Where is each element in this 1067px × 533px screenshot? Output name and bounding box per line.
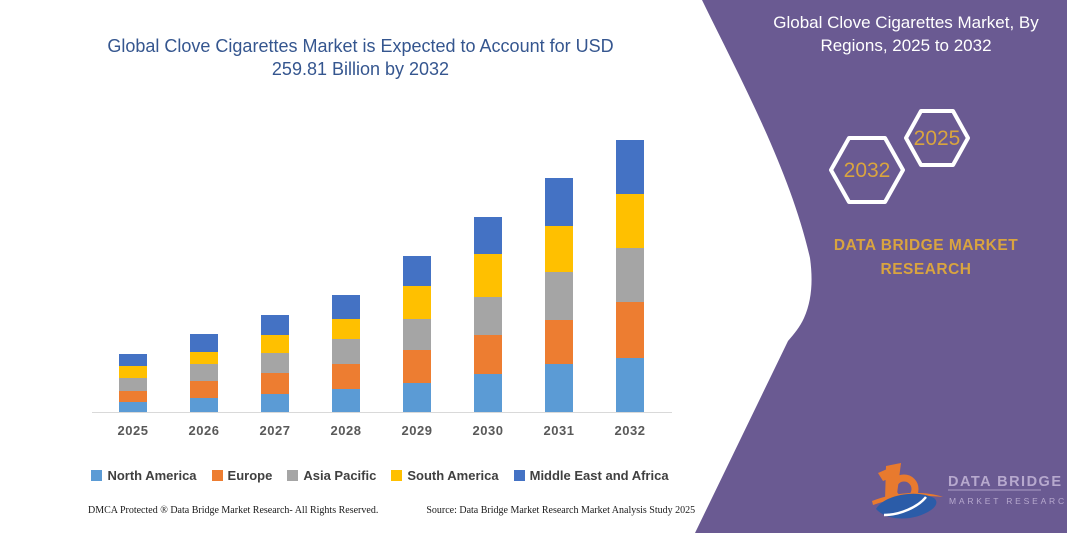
bar-segment (474, 297, 502, 336)
bar-segment (545, 272, 573, 321)
bar-stack-2030 (474, 217, 502, 412)
legend-label: Asia Pacific (303, 468, 377, 483)
legend-label: North America (107, 468, 197, 483)
source-note: Source: Data Bridge Market Research Mark… (426, 505, 696, 516)
bar-segment (403, 382, 431, 412)
bar-segment (403, 349, 431, 383)
logo-leaf-highlight (883, 496, 927, 517)
bar-segment (261, 314, 289, 335)
bar-segment (616, 193, 644, 248)
bar-segment (545, 320, 573, 364)
legend-label: Europe (227, 468, 273, 483)
bar-segment (616, 301, 644, 358)
bar-segment (332, 363, 360, 389)
x-axis-label: 2032 (614, 423, 646, 438)
logo-brand-bottom: MARKET RESEARCH (949, 496, 1067, 506)
hexagon-2025-label: 2025 (914, 127, 961, 150)
bar-stack-2027 (261, 314, 289, 412)
bar-segment (403, 319, 431, 350)
bar-segment (545, 226, 573, 273)
logo-blue-leaf (876, 493, 937, 519)
x-axis-label: 2027 (259, 423, 291, 438)
bar-segment (119, 365, 147, 378)
bar-segment (403, 255, 431, 287)
x-axis-label: 2025 (117, 423, 149, 438)
bar-segment (190, 364, 218, 381)
bar-segment (190, 351, 218, 365)
logo-b-flag (878, 463, 901, 481)
bar-segment (545, 178, 573, 227)
legend-label: South America (407, 468, 499, 483)
bar-segment (190, 397, 218, 412)
bar-segment (332, 338, 360, 364)
logo-divider (948, 489, 1041, 491)
bar-segment (616, 247, 644, 302)
bar-segment (616, 139, 644, 194)
legend-swatch (287, 470, 299, 481)
bar-segment (332, 294, 360, 319)
panel-title: Global Clove Cigarettes Market, By Regio… (773, 13, 1039, 55)
bar-segment (261, 393, 289, 412)
x-axis-label: 2028 (330, 423, 362, 438)
legend-swatch (91, 470, 103, 481)
bar-segment (332, 388, 360, 412)
dmca-notice: DMCA Protected ® Data Bridge Market Rese… (88, 505, 379, 516)
bar-segment (119, 353, 147, 366)
bar-stack-2031 (545, 178, 573, 412)
x-axis-line (92, 412, 672, 413)
legend-swatch (391, 470, 403, 481)
legend-item: Middle East and Africa (513, 468, 669, 483)
bar-segment (261, 352, 289, 373)
legend-item: North America (91, 468, 197, 483)
x-axis-label: 2031 (543, 423, 575, 438)
dbmr-logo: DATA BRIDGE MARKET RESEARCH (872, 463, 1067, 519)
bar-segment (616, 357, 644, 412)
bar-segment (119, 390, 147, 402)
x-axis-label: 2030 (472, 423, 504, 438)
bar-segment (119, 377, 147, 391)
bar-segment (261, 372, 289, 394)
x-axis-label: 2029 (401, 423, 433, 438)
purple-panel-shape (695, 0, 1067, 533)
bar-segment (332, 318, 360, 339)
legend-swatch (513, 470, 525, 481)
hexagon-2025: 2025 (904, 109, 970, 167)
bar-segment (190, 380, 218, 398)
bar-stack-2029 (403, 255, 431, 412)
chart-headline: Global Clove Cigarettes Market is Expect… (107, 36, 614, 80)
bar-segment (403, 286, 431, 319)
x-axis-label: 2026 (188, 423, 220, 438)
legend-item: Europe (211, 468, 273, 483)
hexagon-2032: 2032 (829, 136, 905, 204)
bar-segment (261, 334, 289, 353)
bar-segment (474, 254, 502, 298)
bar-stack-2028 (332, 294, 360, 412)
brand-name: DATA BRIDGE MARKET RESEARCH (833, 237, 1019, 279)
logo-brand-top: DATA BRIDGE (948, 474, 1063, 490)
legend-item: Asia Pacific (287, 468, 376, 483)
bar-segment (474, 217, 502, 254)
legend-label: Middle East and Africa (529, 468, 669, 483)
bar-segment (119, 401, 147, 412)
chart-legend: North America Europe Asia Pacific South Ame… (80, 468, 680, 483)
bar-segment (190, 333, 218, 352)
footer: DMCA Protected ® Data Bridge Market Rese… (88, 505, 695, 516)
hexagon-2032-label: 2032 (844, 159, 891, 182)
legend-item: South America (391, 468, 499, 483)
bar-stack-2025 (119, 353, 147, 412)
bar-stack-2026 (190, 333, 218, 412)
bar-segment (474, 335, 502, 374)
bar-segment (545, 364, 573, 412)
legend-swatch (211, 470, 223, 481)
bar-stack-2032 (616, 139, 644, 412)
bar-segment (474, 373, 502, 412)
